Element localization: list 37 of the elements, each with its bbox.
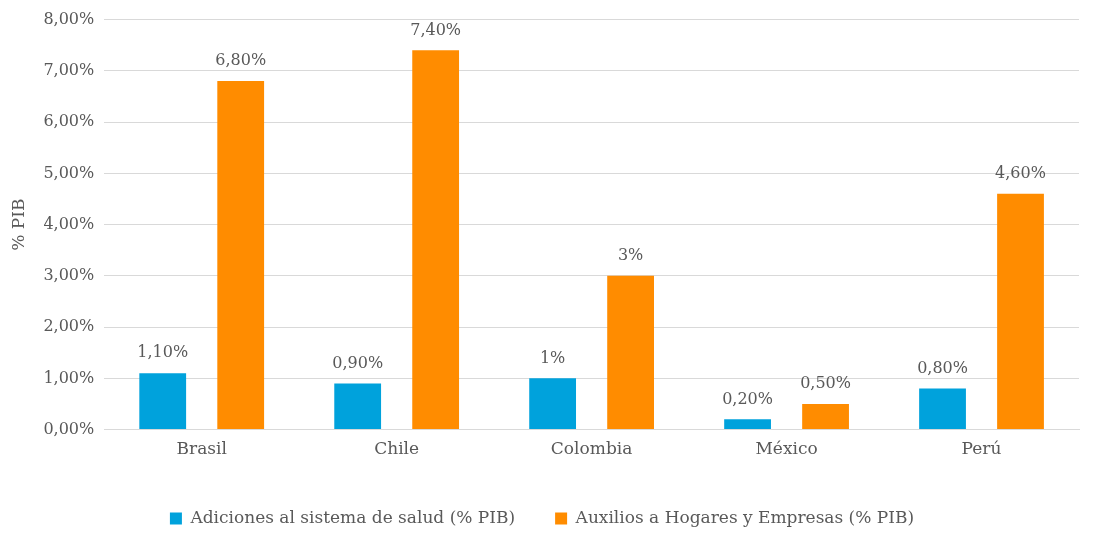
y-tick-label: 3,00% [43,265,95,285]
data-label: 3% [617,245,644,265]
bar [529,378,577,430]
data-label: 1% [539,347,566,367]
y-axis-title: % PIB [7,198,28,251]
y-tick-label: 1,00% [43,367,95,387]
data-label: 4,60% [995,163,1046,183]
bar [919,388,966,430]
bar [217,81,265,430]
bar [139,373,187,430]
y-tick-label: 5,00% [43,162,95,182]
y-tick-label: 0,00% [43,418,95,438]
data-label: 0,80% [917,357,968,377]
bar [412,50,460,430]
y-tick-label: 4,00% [43,213,95,233]
x-tick-label: Perú [961,438,1002,459]
bar [607,275,654,430]
legend-label: Adiciones al sistema de salud (% PIB) [189,506,516,527]
data-label: 0,90% [332,352,384,372]
bar [802,403,849,430]
y-tick-label: 6,00% [43,111,95,131]
data-label: 0,20% [722,388,773,408]
data-label: 7,40% [410,19,462,39]
legend-label: Auxilios a Hogares y Empresas (% PIB) [574,506,915,527]
data-label: 1,10% [137,342,189,362]
y-tick-label: 7,00% [43,60,95,80]
x-tick-label: Brasil [176,438,227,459]
x-tick-label: Chile [374,438,420,459]
data-label: 0,50% [800,373,851,393]
data-label: 6,80% [215,50,267,70]
y-tick-label: 8,00% [43,8,95,28]
bar [334,383,382,430]
bar [997,193,1044,430]
bar [724,419,771,430]
x-tick-label: México [755,438,818,459]
y-tick-label: 2,00% [43,316,95,336]
x-tick-label: Colombia [550,438,633,459]
